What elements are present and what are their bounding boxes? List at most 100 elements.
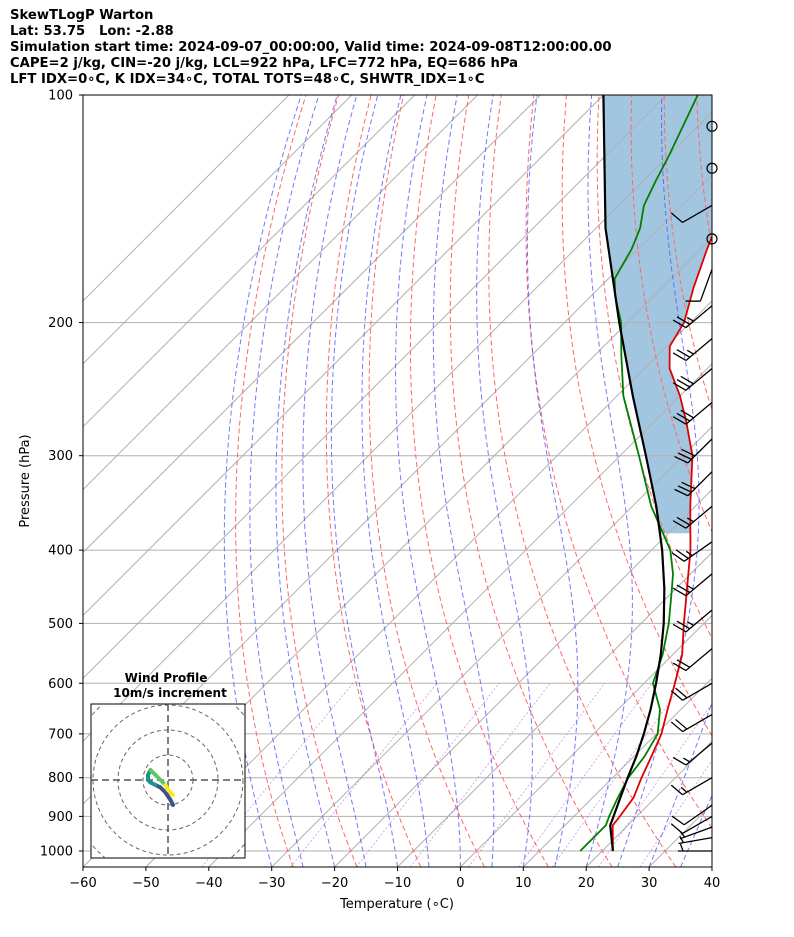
hodograph-subtitle: 10m/s increment <box>113 686 227 700</box>
dry-adiabat <box>729 95 794 867</box>
moist-adiabat <box>648 701 712 867</box>
dry-adiabat <box>235 95 307 867</box>
mixing-ratio-line <box>410 683 551 867</box>
chart-header: SkewTLogP Warton Lat: 53.75 Lon: -2.88 S… <box>10 8 612 88</box>
isotherm-line <box>83 95 353 365</box>
x-tick-label: −40 <box>195 876 222 891</box>
wind-barb <box>674 471 713 497</box>
y-tick-label: 400 <box>48 544 73 559</box>
dry-adiabat <box>525 95 712 829</box>
wind-barb <box>672 367 713 391</box>
y-tick-label: 500 <box>48 617 73 632</box>
wind-barb <box>672 609 713 633</box>
moist-adiabat <box>395 95 461 867</box>
isotherm-line <box>83 95 478 491</box>
mixing-ratio-line <box>290 683 438 867</box>
wind-barb <box>678 843 712 852</box>
wind-barb <box>671 541 713 562</box>
y-axis-label: Pressure (hPa) <box>18 434 33 527</box>
x-axis-label: Temperature (∘C) <box>339 897 454 912</box>
isotherm-line <box>460 614 712 867</box>
x-tick-label: −20 <box>321 876 348 891</box>
x-tick-label: −60 <box>69 876 96 891</box>
isotherm-line <box>83 95 290 302</box>
temperature-profile <box>611 234 712 851</box>
dry-adiabat <box>325 95 422 867</box>
hodograph-trace <box>168 790 175 797</box>
moist-adiabat <box>617 95 700 867</box>
isotherm-line <box>334 488 712 867</box>
isotherm-line <box>83 95 541 554</box>
wind-barb <box>678 835 713 845</box>
wind-barb <box>670 777 713 796</box>
hodograph-title: Wind Profile <box>125 671 208 685</box>
moist-adiabat <box>526 95 579 867</box>
moist-adiabat <box>330 95 398 867</box>
cape-line: CAPE=2 j/kg, CIN=-20 j/kg, LCL=922 hPa, … <box>10 56 519 71</box>
isotherm-line <box>145 300 712 867</box>
calm-wind-circle <box>706 233 718 245</box>
x-tick-label: −10 <box>384 876 411 891</box>
wind-barb <box>672 648 713 672</box>
time-line: Simulation start time: 2024-09-07_00:00:… <box>10 40 612 55</box>
moist-adiabat <box>476 95 533 867</box>
isotherm-line <box>271 425 712 867</box>
x-tick-label: −50 <box>132 876 159 891</box>
y-tick-label: 900 <box>48 810 73 825</box>
y-tick-label: 200 <box>48 316 73 331</box>
x-tick-label: −30 <box>258 876 285 891</box>
dry-adiabat <box>409 95 549 867</box>
dry-adiabat <box>281 95 358 867</box>
wind-barb <box>672 305 713 329</box>
wind-barb <box>674 438 713 464</box>
dry-adiabat <box>762 95 794 867</box>
calm-wind-circle <box>706 120 718 132</box>
wind-barb <box>672 505 713 529</box>
isotherm-line <box>397 551 712 867</box>
isotherm-line <box>83 95 416 428</box>
y-tick-label: 700 <box>48 727 73 742</box>
wind-barb <box>685 268 713 302</box>
mixing-ratio-line <box>639 759 712 867</box>
wind-barb <box>679 826 713 840</box>
moist-adiabat <box>680 794 712 867</box>
dry-adiabat <box>663 95 712 412</box>
y-tick-label: 1000 <box>40 844 73 859</box>
moist-adiabat <box>223 95 302 867</box>
moist-adiabat <box>585 95 633 867</box>
moist-adiabat <box>711 865 712 867</box>
wind-barb <box>672 338 713 362</box>
isotherm-line <box>208 363 712 867</box>
moist-adiabat <box>275 95 338 867</box>
wind-barb <box>672 573 713 597</box>
parcel-profile <box>602 95 666 852</box>
wind-barb <box>672 401 713 425</box>
x-tick-label: 30 <box>641 876 658 891</box>
dewpoint-profile <box>579 95 699 852</box>
dry-adiabat <box>449 95 613 867</box>
isotherm-line <box>83 111 712 742</box>
wind-barb <box>672 742 713 766</box>
dry-adiabat <box>368 95 485 867</box>
moist-adiabat <box>302 95 367 867</box>
x-tick-label: 40 <box>704 876 721 891</box>
mixing-ratio-line <box>356 683 500 867</box>
x-tick-label: 20 <box>578 876 595 891</box>
dry-adiabat <box>488 95 677 867</box>
moist-adiabat <box>249 95 320 867</box>
dry-adiabat <box>561 95 712 737</box>
moist-adiabat <box>361 95 430 867</box>
mixing-ratio-line <box>518 683 653 867</box>
y-tick-label: 600 <box>48 677 73 692</box>
moist-adiabat <box>432 95 495 867</box>
mixing-ratio-line <box>551 683 684 867</box>
wind-barb <box>670 204 713 224</box>
isotherm-line <box>83 95 604 617</box>
title-station: SkewTLogP Warton <box>10 8 154 23</box>
y-tick-label: 800 <box>48 771 73 786</box>
calm-wind-circle <box>706 162 718 174</box>
y-tick-label: 100 <box>48 89 73 104</box>
wind-barb <box>670 713 713 733</box>
isotherm-line <box>522 677 712 867</box>
